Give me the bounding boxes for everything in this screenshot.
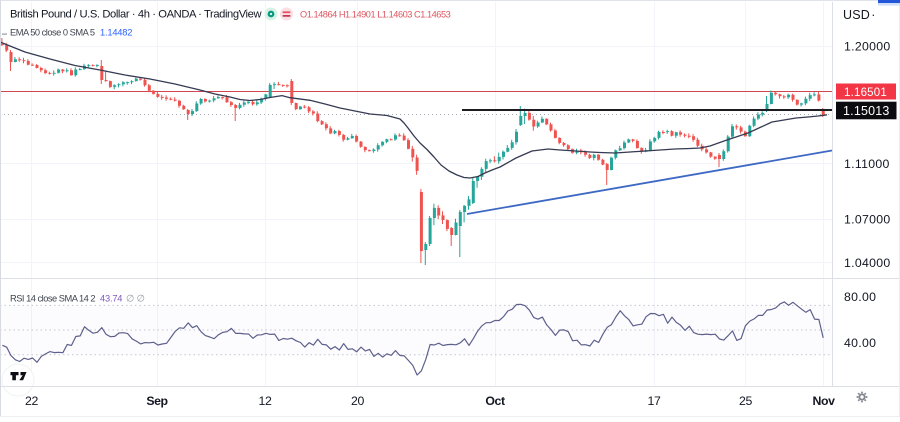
svg-text:Sep: Sep: [146, 394, 167, 408]
svg-text:40.00: 40.00: [844, 336, 876, 350]
svg-text:1.20000: 1.20000: [844, 39, 891, 53]
svg-text:12: 12: [259, 394, 272, 408]
svg-text:25: 25: [739, 394, 752, 408]
svg-text:RSI 14 close SMA 14 2: RSI 14 close SMA 14 2: [10, 294, 95, 304]
svg-text:1.07000: 1.07000: [844, 213, 891, 227]
svg-text:1.15013: 1.15013: [843, 104, 890, 118]
svg-text:20: 20: [351, 394, 364, 408]
svg-text:Oct: Oct: [485, 394, 505, 408]
svg-text:1.04000: 1.04000: [844, 256, 891, 270]
svg-text:1.16501: 1.16501: [844, 87, 887, 99]
svg-text:USD ·: USD ·: [843, 8, 876, 22]
svg-text:43.74: 43.74: [100, 294, 122, 304]
svg-text:British Pound / U.S. Dollar ·: British Pound / U.S. Dollar · 4h · OANDA…: [10, 9, 262, 21]
svg-text:1.11000: 1.11000: [844, 157, 890, 171]
svg-text:80.00: 80.00: [844, 290, 876, 304]
svg-text:Nov: Nov: [812, 394, 835, 408]
svg-text:EMA 50 close 0 SMA 5: EMA 50 close 0 SMA 5: [10, 28, 95, 38]
svg-text:17: 17: [648, 394, 661, 408]
svg-text:22: 22: [25, 394, 38, 408]
svg-text:O1.14864 H1.14901 L1.14603 C1.: O1.14864 H1.14901 L1.14603 C1.14653: [300, 10, 451, 20]
svg-text:∅ ∅: ∅ ∅: [126, 294, 145, 304]
svg-text:1.14482: 1.14482: [100, 28, 132, 38]
